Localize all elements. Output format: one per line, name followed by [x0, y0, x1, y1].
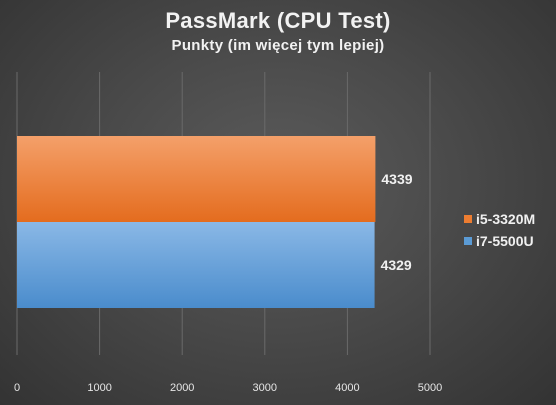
- x-tick-label-0: 0: [14, 382, 20, 394]
- chart-subtitle: Punkty (im więcej tym lepiej): [171, 37, 385, 54]
- x-tick-label-2000: 2000: [170, 382, 194, 394]
- legend: i5-3320M i7-5500U: [464, 208, 535, 252]
- x-tick-label-1000: 1000: [87, 382, 111, 394]
- chart-title: PassMark (CPU Test): [165, 8, 391, 33]
- legend-item-i7-5500u: i7-5500U: [464, 230, 535, 252]
- data-label-i5-3320m: 4339: [381, 171, 412, 187]
- data-label-i7-5500u: 4329: [381, 257, 412, 273]
- legend-item-i5-3320m: i5-3320M: [464, 208, 535, 230]
- x-tick-label-3000: 3000: [253, 382, 277, 394]
- bar-i5-3320m: [17, 136, 376, 222]
- legend-label-i5-3320m: i5-3320M: [476, 211, 536, 227]
- legend-swatch-i7-5500u: [464, 237, 472, 245]
- x-tick-label-4000: 4000: [335, 382, 359, 394]
- bar-i7-5500u: [17, 222, 375, 308]
- legend-swatch-i5-3320m: [464, 215, 472, 223]
- legend-label-i7-5500u: i7-5500U: [476, 233, 534, 249]
- x-tick-label-5000: 5000: [418, 382, 442, 394]
